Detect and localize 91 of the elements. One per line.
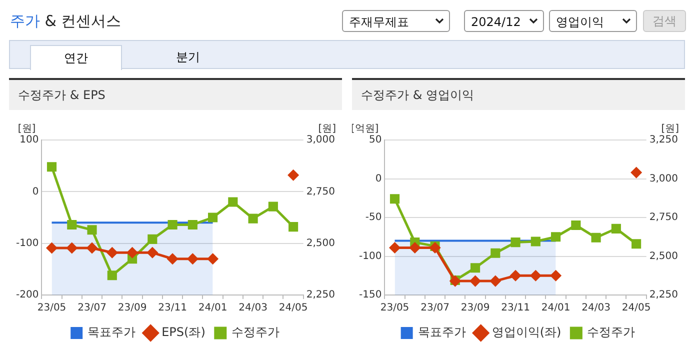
y2-tick-label: 2,250 bbox=[306, 290, 336, 301]
y2-tick-label: 3,000 bbox=[649, 173, 678, 184]
point bbox=[510, 238, 520, 248]
point bbox=[208, 212, 218, 222]
point bbox=[530, 270, 541, 281]
point bbox=[390, 194, 400, 204]
x-tick-label: 23/11 bbox=[158, 302, 187, 314]
point bbox=[208, 254, 218, 264]
point bbox=[550, 270, 562, 281]
point bbox=[187, 254, 198, 264]
point bbox=[288, 222, 298, 232]
legend-label: 수정주가 bbox=[587, 325, 636, 340]
point bbox=[46, 162, 57, 172]
point bbox=[591, 232, 601, 242]
y2-tick-label: 3,250 bbox=[649, 134, 678, 146]
y-axis-title: [원] bbox=[18, 124, 36, 135]
y-tick-label: 100 bbox=[20, 134, 39, 146]
text: 2024/12 bbox=[471, 15, 521, 29]
legend-label: EPS(좌) bbox=[162, 325, 206, 340]
y2-tick-label: 2,750 bbox=[649, 212, 678, 224]
y2-tick-label: 2,500 bbox=[649, 250, 678, 262]
text: 영업이익 bbox=[556, 15, 604, 29]
y2-axis-title: [원] bbox=[661, 124, 680, 135]
point bbox=[107, 270, 117, 280]
point bbox=[147, 247, 158, 258]
text: 주재무제표 bbox=[349, 15, 409, 29]
x-tick-label: 24/03 bbox=[582, 302, 610, 314]
point bbox=[470, 276, 481, 286]
x-tick-label: 23/11 bbox=[501, 302, 530, 314]
point bbox=[632, 239, 642, 249]
chart-title: 수정주가 & 영업이익 bbox=[352, 80, 685, 110]
point bbox=[611, 224, 621, 234]
legend-label: 목표주가 bbox=[418, 325, 466, 340]
point bbox=[87, 225, 97, 235]
point bbox=[86, 242, 98, 254]
text: 분기 bbox=[175, 49, 201, 66]
x-tick-label: 24/01 bbox=[198, 302, 228, 314]
point bbox=[67, 220, 77, 230]
x-tick-label: 23/09 bbox=[460, 302, 490, 314]
x-tick-label: 24/05 bbox=[278, 302, 308, 314]
legend-label: 수정주가 bbox=[231, 325, 280, 340]
y2-tick-label: 2,250 bbox=[649, 290, 678, 301]
point bbox=[248, 214, 258, 224]
point bbox=[188, 220, 198, 230]
x-tick-label: 23/07 bbox=[420, 302, 450, 314]
y2-tick-label: 2,750 bbox=[306, 186, 336, 198]
y-tick-label: 0 bbox=[32, 186, 39, 198]
point bbox=[631, 167, 642, 178]
point bbox=[106, 247, 118, 258]
point bbox=[390, 242, 400, 253]
point bbox=[127, 247, 138, 258]
y2-tick-label: 2,500 bbox=[306, 238, 336, 249]
y-tick-label: -150 bbox=[358, 290, 382, 301]
x-tick-label: 23/05 bbox=[380, 302, 410, 314]
y-tick-label: -100 bbox=[358, 250, 382, 262]
point bbox=[268, 202, 278, 212]
point bbox=[490, 248, 500, 258]
x-tick-label: 24/05 bbox=[622, 302, 651, 314]
text: 주가 & 컨센서스 bbox=[10, 12, 122, 31]
point bbox=[530, 236, 540, 246]
point bbox=[66, 242, 78, 254]
point bbox=[510, 270, 521, 281]
point bbox=[551, 232, 561, 242]
y-tick-label: 0 bbox=[375, 173, 382, 184]
point bbox=[46, 242, 58, 254]
x-tick-label: 23/07 bbox=[78, 302, 106, 314]
y-axis-title: [억원] bbox=[350, 124, 379, 135]
point bbox=[167, 254, 178, 264]
point bbox=[571, 220, 581, 230]
point bbox=[148, 234, 158, 244]
y2-tick-label: 3,000 bbox=[306, 134, 336, 146]
text: 연간 bbox=[30, 45, 122, 70]
x-tick-label: 23/05 bbox=[37, 302, 66, 314]
legend-label: 목표주가 bbox=[88, 325, 136, 340]
y2-axis-title: [원] bbox=[318, 124, 336, 135]
legend-label: 영업이익(좌) bbox=[492, 325, 562, 340]
x-tick-label: 24/01 bbox=[541, 302, 570, 314]
chart-title: 수정주가 & EPS bbox=[9, 80, 342, 110]
point bbox=[470, 263, 480, 273]
point bbox=[168, 220, 178, 230]
x-tick-label: 24/03 bbox=[238, 302, 268, 314]
y-tick-label: -50 bbox=[365, 212, 382, 224]
text: 검색 bbox=[643, 10, 686, 32]
point bbox=[490, 276, 501, 286]
point bbox=[410, 242, 420, 253]
y-tick-label: 50 bbox=[368, 134, 382, 146]
y-tick-label: -100 bbox=[16, 238, 39, 249]
point bbox=[288, 170, 299, 180]
point bbox=[228, 197, 238, 207]
x-tick-label: 23/09 bbox=[118, 302, 147, 314]
y-tick-label: -200 bbox=[16, 290, 39, 301]
